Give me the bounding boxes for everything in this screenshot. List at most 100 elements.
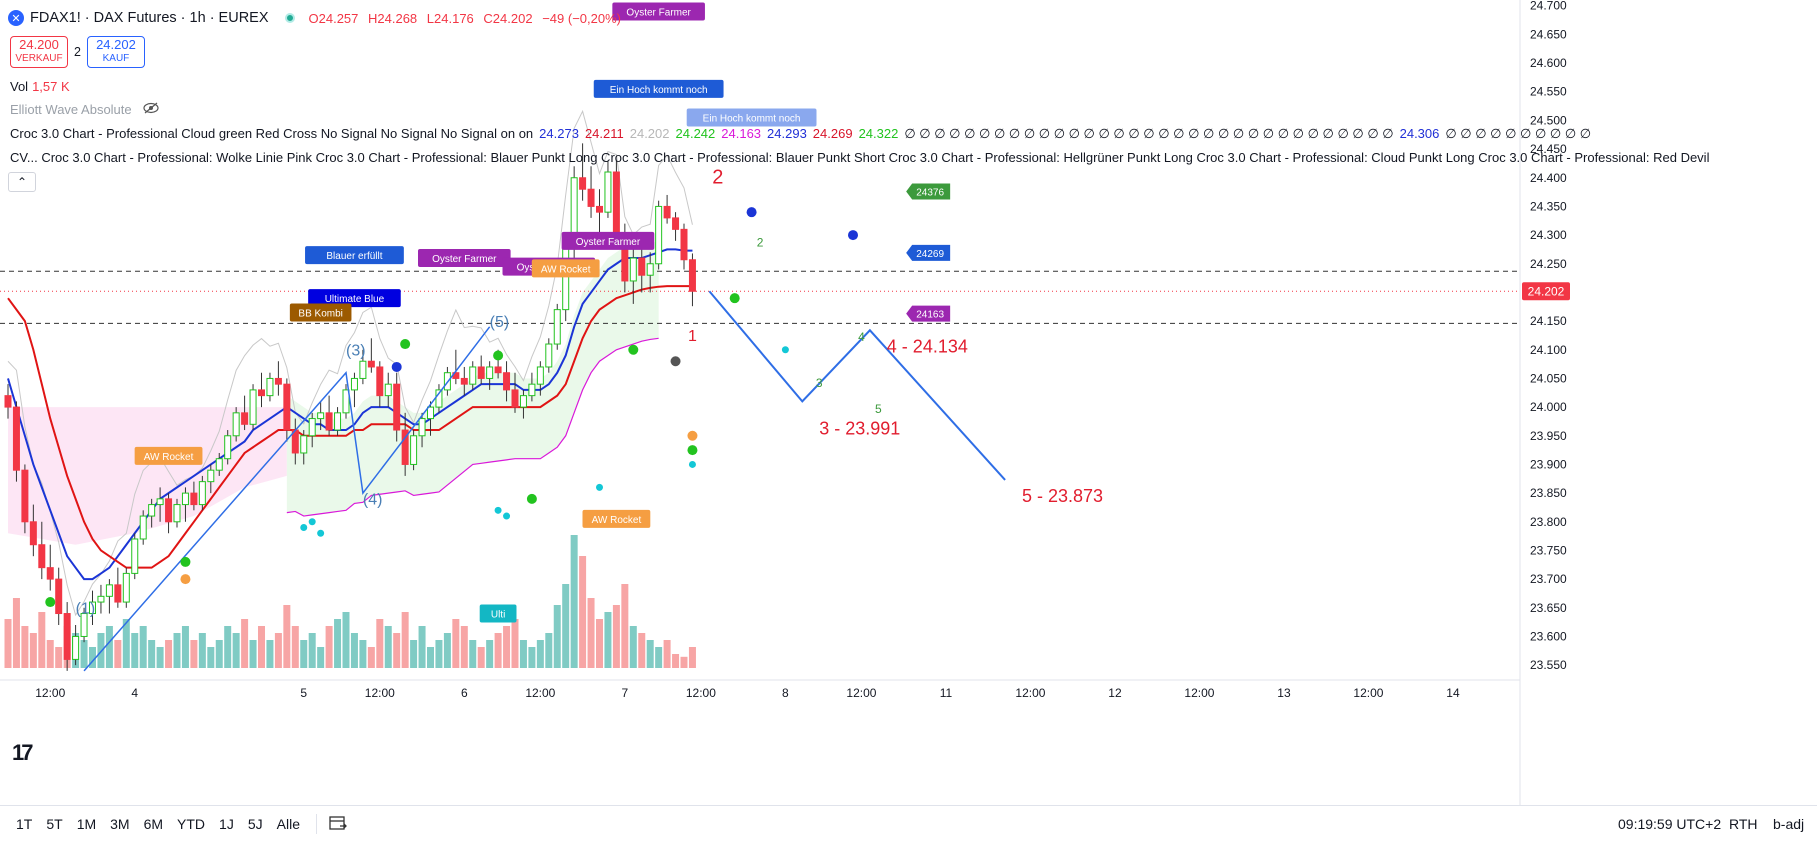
adjustment-button[interactable]: b-adj xyxy=(1773,816,1805,832)
volume-bar xyxy=(562,584,570,668)
volume-legend[interactable]: Vol 1,57 K xyxy=(10,79,70,94)
candle-body xyxy=(629,257,637,282)
volume-bar xyxy=(672,654,680,668)
candle xyxy=(418,412,426,448)
range-3m[interactable]: 3M xyxy=(110,816,130,832)
symbol-title[interactable]: FDAX1! · DAX Futures · 1h · EUREX xyxy=(30,10,269,26)
croc-value: 24.293 xyxy=(767,126,807,141)
price-axis-tick: 23.650 xyxy=(1530,601,1567,615)
candle-body xyxy=(207,469,215,483)
price-axis-tick: 23.850 xyxy=(1530,486,1567,500)
candle xyxy=(283,378,291,442)
range-1m[interactable]: 1M xyxy=(76,816,97,832)
price-axis-tick: 24.650 xyxy=(1530,27,1567,41)
candle xyxy=(477,355,485,385)
candle xyxy=(460,366,468,396)
candle xyxy=(334,407,342,436)
chevron-up-icon: ⌃ xyxy=(16,175,28,189)
collapse-legend-button[interactable]: ⌃ xyxy=(8,172,36,192)
candle xyxy=(46,544,54,591)
volume-bar xyxy=(89,647,96,668)
candle-body xyxy=(63,613,71,660)
signal-dot xyxy=(400,339,411,350)
session-button[interactable]: RTH xyxy=(1729,816,1758,832)
time-axis-tick: 13 xyxy=(1277,686,1291,700)
candle xyxy=(596,189,603,236)
candle-body xyxy=(376,366,384,397)
candle-body xyxy=(181,492,189,506)
volume-bar xyxy=(359,640,367,668)
candle-body xyxy=(511,389,519,408)
signal-label-text: Oyster Farmer xyxy=(626,7,691,18)
price-axis-tick: 24.450 xyxy=(1530,142,1567,156)
signal-label-text: AW Rocket xyxy=(592,515,642,526)
price-axis-tick: 24.350 xyxy=(1530,199,1567,213)
range-5y[interactable]: 5J xyxy=(247,816,263,832)
volume-bar xyxy=(401,612,409,668)
range-5d[interactable]: 5T xyxy=(46,816,63,832)
indicator-croc[interactable]: Croc 3.0 Chart - Professional Cloud gree… xyxy=(10,126,1591,142)
signal-label-bg xyxy=(686,108,817,127)
buy-button[interactable]: 24.202 KAUF xyxy=(86,36,145,68)
sell-button[interactable]: 24.200 VERKAUF xyxy=(10,36,68,68)
candle-body xyxy=(131,538,139,574)
signal-label: AW Rocket xyxy=(134,446,203,465)
tradingview-logo[interactable]: 17 xyxy=(12,740,34,766)
volume-bar xyxy=(224,626,232,668)
cyan-dot xyxy=(503,512,511,520)
range-1d[interactable]: 1T xyxy=(16,816,33,832)
indicator-cv-name: CV... Croc 3.0 Chart - Professional: Wol… xyxy=(10,150,1710,165)
calendar-icon[interactable] xyxy=(329,815,347,834)
candle xyxy=(207,464,215,494)
volume-bar xyxy=(655,647,663,668)
wave-count-label: 2 xyxy=(757,236,764,250)
current-price-label: 24.202 xyxy=(1528,284,1565,298)
sell-label: VERKAUF xyxy=(15,53,63,64)
signal-dot xyxy=(746,207,757,218)
candle xyxy=(173,498,181,528)
signal-label-text: Blauer erfüllt xyxy=(326,251,382,262)
indicator-cv[interactable]: CV... Croc 3.0 Chart - Professional: Wol… xyxy=(10,150,1709,165)
candle-body xyxy=(190,492,198,506)
wave-label: (3) xyxy=(346,343,366,360)
pink-cloud-area xyxy=(8,407,287,545)
range-1y[interactable]: 1J xyxy=(219,816,234,832)
price-axis-tick: 24.050 xyxy=(1530,371,1567,385)
price-chart[interactable]: 3 - 23.991 4 - 24.134 5 - 23.873 (1) (3) (4) (… xyxy=(0,0,1817,805)
symbol-header[interactable]: ✕ FDAX1! · DAX Futures · 1h · EUREX O24.… xyxy=(8,10,627,26)
volume-label: Vol xyxy=(10,79,29,94)
volume-bar xyxy=(570,535,578,668)
signal-label-text: AW Rocket xyxy=(144,452,194,463)
candle xyxy=(511,372,519,413)
range-all[interactable]: Alle xyxy=(276,816,300,832)
candle xyxy=(274,361,282,396)
signal-dot xyxy=(493,350,504,361)
eye-hidden-icon[interactable] xyxy=(143,102,159,117)
signal-dot xyxy=(729,293,740,304)
candle-body xyxy=(317,412,325,420)
volume-bar xyxy=(553,605,561,668)
volume-bar xyxy=(342,612,350,668)
candle-body xyxy=(55,578,63,615)
symbol-logo-icon: ✕ xyxy=(8,10,24,26)
volume-bar xyxy=(629,626,637,668)
candle-body xyxy=(4,395,12,408)
signal-label-text: Ein Hoch kommt noch xyxy=(703,114,801,125)
candle-body xyxy=(672,217,680,230)
clock-time[interactable]: 09:19:59 UTC+2 xyxy=(1618,816,1722,832)
range-ytd[interactable]: YTD xyxy=(177,816,206,832)
candle-body xyxy=(536,366,544,385)
signal-dot xyxy=(391,361,402,372)
candle xyxy=(359,349,367,385)
candle xyxy=(224,430,232,465)
candle xyxy=(587,166,595,218)
price-axis-tick: 24.400 xyxy=(1530,171,1567,185)
croc-value: 24.163 xyxy=(721,126,762,141)
volume-bar xyxy=(232,633,240,668)
candle xyxy=(139,510,147,545)
volume-bar xyxy=(148,640,156,668)
buy-price: 24.202 xyxy=(96,37,136,52)
indicator-ewa[interactable]: Elliott Wave Absolute xyxy=(10,102,159,117)
candle-body xyxy=(198,481,206,506)
range-6m[interactable]: 6M xyxy=(143,816,164,832)
